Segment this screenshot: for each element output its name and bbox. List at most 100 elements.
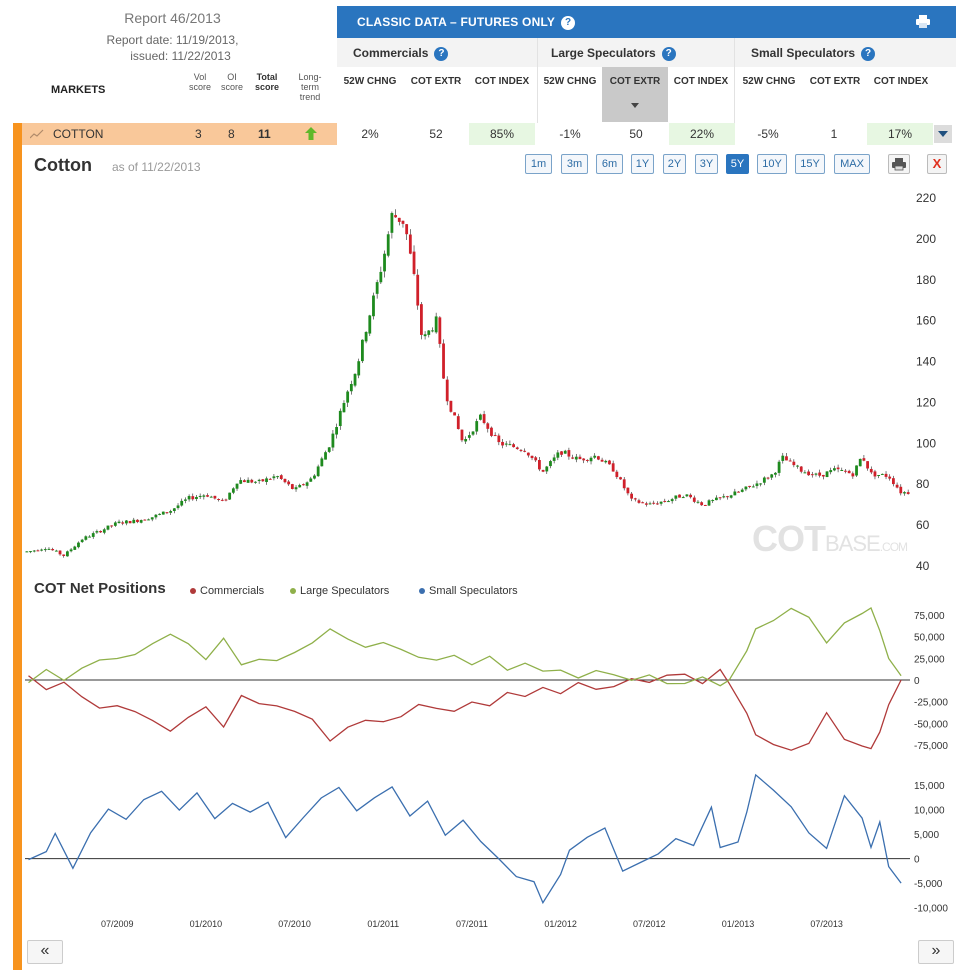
legend-small-speculators[interactable]: Small Speculators <box>419 585 518 597</box>
candle-body <box>239 480 243 484</box>
candle-body <box>187 496 191 500</box>
help-icon[interactable]: ? <box>661 46 676 61</box>
candle-body <box>759 483 763 485</box>
candle-body <box>501 441 504 446</box>
y-tick-label: 25,000 <box>914 654 945 665</box>
help-icon[interactable]: ? <box>434 46 449 61</box>
scroll-left-button[interactable]: « <box>27 940 63 964</box>
candle-body <box>180 500 184 506</box>
sub-header[interactable]: 52W CHNG <box>742 76 796 87</box>
dropdown-button[interactable] <box>934 125 952 143</box>
candle-body <box>884 473 888 477</box>
candle-body <box>121 522 125 524</box>
candle-body <box>206 495 209 497</box>
candle-body <box>327 447 331 452</box>
candle-body <box>394 215 397 218</box>
y-tick-label: 15,000 <box>914 781 945 792</box>
candle-body <box>379 271 383 283</box>
value-cell: 50 <box>629 127 643 141</box>
sub-header[interactable]: COT INDEX <box>873 76 929 87</box>
candle-body <box>899 486 903 494</box>
candle-body <box>442 343 445 379</box>
candle-body <box>346 391 350 403</box>
candle-body <box>755 483 759 486</box>
candle-body <box>471 431 475 435</box>
print-icon <box>892 158 906 171</box>
candle-body <box>810 474 814 476</box>
candle-body <box>191 496 195 500</box>
sub-header[interactable]: COT INDEX <box>673 76 729 87</box>
markets-header[interactable]: MARKETS <box>51 84 106 96</box>
candle-body <box>128 521 132 524</box>
candle-body <box>873 471 877 477</box>
range-1y[interactable]: 1Y <box>631 154 654 174</box>
candle-body <box>644 503 648 505</box>
total-score-header[interactable]: Total score <box>254 72 280 92</box>
range-max[interactable]: MAX <box>834 154 870 174</box>
oi-score-header[interactable]: OI score <box>220 72 243 92</box>
report-issued: issued: 11/22/2013 <box>130 49 231 63</box>
long-term-trend-header[interactable]: Long-term trend <box>298 72 322 102</box>
scroll-right-button[interactable]: » <box>918 940 954 964</box>
sub-header[interactable]: COT INDEX <box>474 76 530 87</box>
range-6m[interactable]: 6m <box>596 154 623 174</box>
range-15y[interactable]: 15Y <box>795 154 825 174</box>
candle-body <box>250 479 254 483</box>
candle-body <box>847 470 851 474</box>
candle-body <box>198 495 202 498</box>
candle-body <box>637 500 641 503</box>
candle-body <box>390 213 394 233</box>
vol-score-header[interactable]: Vol score <box>188 72 211 92</box>
sub-header[interactable]: COT EXTR <box>410 76 462 87</box>
candle-body <box>110 525 114 527</box>
range-5y[interactable]: 5Y <box>726 154 749 174</box>
market-row[interactable]: COTTON 3 8 11 <box>22 123 337 145</box>
candle-body <box>541 469 545 472</box>
candle-body <box>268 478 272 480</box>
help-icon[interactable]: ? <box>861 46 876 61</box>
candle-body <box>538 460 541 470</box>
candle-body <box>29 551 32 553</box>
sub-header[interactable]: COT EXTR <box>809 76 861 87</box>
candle-body <box>785 456 788 461</box>
sub-header[interactable]: 52W CHNG <box>543 76 597 87</box>
candle-body <box>338 410 342 427</box>
range-3y[interactable]: 3Y <box>695 154 718 174</box>
candle-body <box>136 519 139 523</box>
range-3m[interactable]: 3m <box>561 154 588 174</box>
range-2y[interactable]: 2Y <box>663 154 686 174</box>
candle-body <box>493 435 497 437</box>
candle-body <box>349 383 353 392</box>
print-icon[interactable] <box>916 15 930 28</box>
candle-body <box>567 450 571 457</box>
candle-body <box>243 480 246 483</box>
candle-body <box>578 456 582 460</box>
legend-large-speculators[interactable]: Large Speculators <box>290 585 389 597</box>
x-tick-label: 07/2010 <box>278 919 311 929</box>
value-cell: 52 <box>429 127 443 141</box>
sub-header[interactable]: COT EXTR <box>609 76 661 87</box>
candle-body <box>556 452 560 458</box>
candle-body <box>272 476 276 479</box>
candle-body <box>715 497 718 501</box>
candle-body <box>799 466 803 472</box>
range-1m[interactable]: 1m <box>525 154 552 174</box>
candle-body <box>209 496 213 498</box>
candle-body <box>608 460 611 465</box>
legend-commercials[interactable]: Commercials <box>190 585 264 597</box>
candle-body <box>383 253 386 272</box>
candle-body <box>84 536 88 540</box>
candle-body <box>751 486 755 488</box>
range-10y[interactable]: 10Y <box>757 154 787 174</box>
chart-toggle-icon[interactable] <box>30 129 44 139</box>
candle-body <box>132 519 136 524</box>
help-icon[interactable]: ? <box>561 15 576 30</box>
candle-body <box>700 502 704 506</box>
close-chart-button[interactable]: X <box>927 154 947 174</box>
print-chart-button[interactable] <box>888 154 910 174</box>
candle-body <box>302 484 305 486</box>
candle-body <box>659 501 663 504</box>
sub-header[interactable]: 52W CHNG <box>343 76 397 87</box>
candle-body <box>508 444 512 446</box>
candle-body <box>342 402 346 413</box>
